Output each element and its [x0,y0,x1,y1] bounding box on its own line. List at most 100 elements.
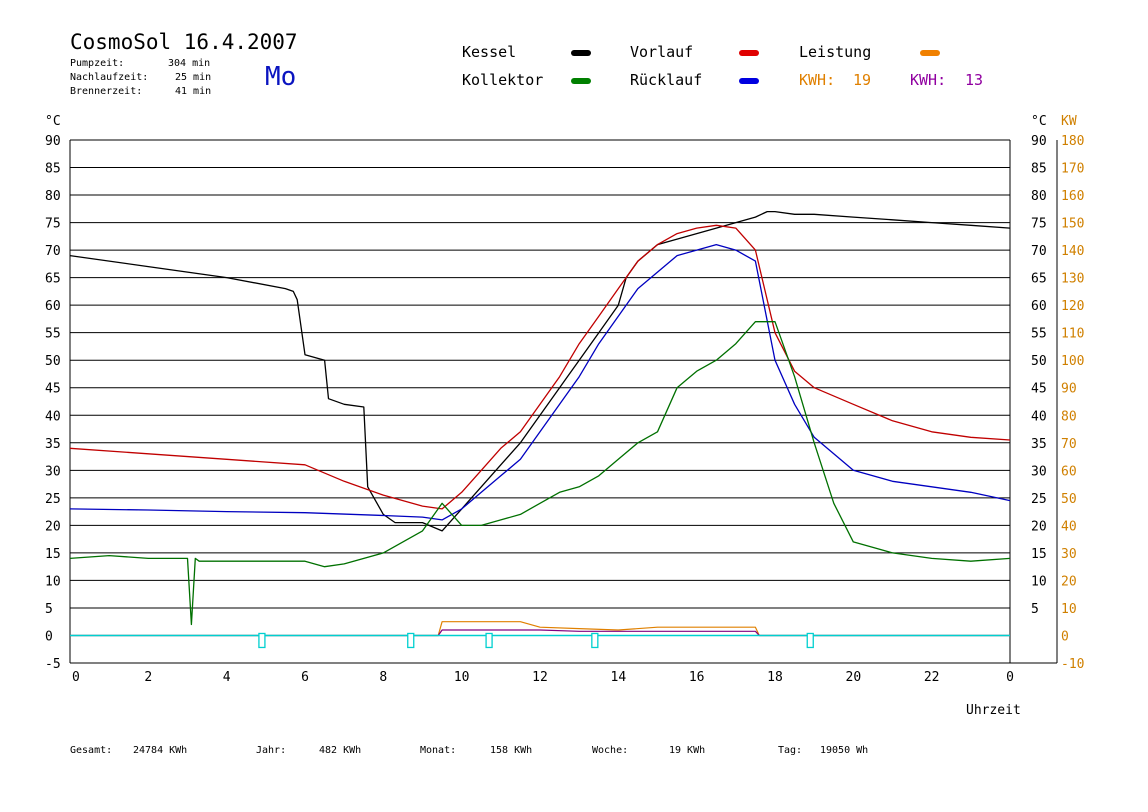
y-tick-label-left: 5 [45,602,53,617]
y-tick-label-kw: 80 [1061,409,1077,424]
y-tick-label-kw: 70 [1061,437,1077,452]
series-line-ruecklauf [69,243,1011,521]
series-line-kollektor [69,321,1011,626]
y-tick-label-left: 85 [45,162,61,177]
legend-label-kessel: Kessel [462,43,517,61]
x-tick-label: 0 [1006,670,1014,685]
series-line-kwh [70,629,1010,637]
x-tick-label: 4 [223,670,231,685]
x-tick-label: 2 [144,670,152,685]
y-tick-label-left: 75 [45,217,61,232]
x-tick-label: 12 [532,670,548,685]
x-tick-label: 14 [611,670,627,685]
y-tick-label-right: 25 [1031,492,1047,507]
stat-label-nachlaufzeit: Nachlaufzeit: [70,72,149,83]
y-tick-label-kw: 140 [1061,244,1084,259]
y-tick-label-kw: 170 [1061,162,1084,177]
footer-label-tag: Tag: [778,745,803,756]
y-tick-label-kw: -10 [1061,657,1084,672]
y-tick-label-left: 0 [45,629,53,644]
x-axis-label: Uhrzeit [966,703,1021,718]
series-line-vorlauf [69,224,1011,510]
y-tick-label-left: 40 [45,409,61,424]
x-tick-label: 16 [689,670,705,685]
chart-axes: -505101520253035404550556065707580859051… [45,134,1084,685]
legend-swatch-vorlauf [739,50,759,56]
footer-value-jahr: 482 KWh [319,745,362,756]
y-tick-label-left: 50 [45,354,61,369]
y-tick-label-right: 10 [1031,574,1047,589]
y-tick-label-left: 70 [45,244,61,259]
footer-label-jahr: Jahr: [256,745,287,756]
stat-value-nachlaufzeit: 25 min [175,72,212,83]
chart-title: CosmoSol 16.4.2007 [70,30,298,54]
y-tick-label-kw: 30 [1061,547,1077,562]
series-line-leistung [70,621,1010,637]
y-tick-label-left: 15 [45,547,61,562]
y-axis-label-right: °C [1031,114,1047,129]
legend-kwh-value-2: 13 [965,71,984,89]
y-tick-label-left: 65 [45,272,61,287]
legend-kwh-value-1: 19 [853,71,872,89]
y-tick-label-kw: 60 [1061,464,1077,479]
y-tick-label-kw: 160 [1061,189,1084,204]
legend-label-vorlauf: Vorlauf [630,43,694,61]
y-tick-label-right: 85 [1031,162,1047,177]
y-tick-label-left: 35 [45,437,61,452]
pump-pulse-marker [591,632,599,649]
footer-label-woche: Woche: [592,745,629,756]
y-tick-label-right: 20 [1031,519,1047,534]
legend-swatch-ruecklauf [739,78,759,84]
y-tick-label-left: 25 [45,492,61,507]
stat-label-brennerzeit: Brennerzeit: [70,86,143,97]
x-tick-label: 10 [454,670,470,685]
y-tick-label-right: 80 [1031,189,1047,204]
y-tick-label-right: 35 [1031,437,1047,452]
y-tick-label-left: 55 [45,327,61,342]
y-tick-label-right: 15 [1031,547,1047,562]
legend-label-kollektor: Kollektor [462,71,544,89]
y-tick-label-right: 50 [1031,354,1047,369]
footer-value-tag: 19050 Wh [820,745,869,756]
y-tick-label-left: -5 [45,657,61,672]
y-tick-label-right: 90 [1031,134,1047,149]
legend-swatch-leistung [920,50,940,56]
legend-label-ruecklauf: Rücklauf [630,71,703,89]
weekday-label: Mo [265,62,297,92]
y-tick-label-kw: 40 [1061,519,1077,534]
y-tick-label-left: 60 [45,299,61,314]
footer-label-monat: Monat: [420,745,457,756]
y-axis-label-left: °C [45,114,61,129]
legend-kwh-label-1: KWH: [799,71,836,89]
legend-kwh-label-2: KWH: [910,71,947,89]
y-tick-label-right: 75 [1031,217,1047,232]
y-tick-label-right: 65 [1031,272,1047,287]
stat-label-pumpzeit: Pumpzeit: [70,58,125,69]
y-tick-label-kw: 110 [1061,327,1084,342]
y-axis-label-kw: KW [1061,114,1077,129]
x-tick-label: 18 [767,670,783,685]
y-tick-label-kw: 180 [1061,134,1084,149]
y-tick-label-kw: 130 [1061,272,1084,287]
series-line-kessel [69,210,1011,532]
y-tick-label-right: 30 [1031,464,1047,479]
y-tick-label-right: 60 [1031,299,1047,314]
x-tick-label: 22 [924,670,940,685]
y-tick-label-kw: 0 [1061,629,1069,644]
y-tick-label-left: 90 [45,134,61,149]
legend-label-leistung: Leistung [799,43,872,61]
pump-pulse-marker [806,632,814,649]
x-tick-label: 20 [846,670,862,685]
x-tick-label: 6 [301,670,309,685]
y-tick-label-left: 10 [45,574,61,589]
y-tick-label-kw: 50 [1061,492,1077,507]
y-tick-label-kw: 100 [1061,354,1084,369]
y-tick-label-right: 40 [1031,409,1047,424]
footer-value-woche: 19 KWh [669,745,706,756]
y-tick-label-kw: 150 [1061,217,1084,232]
pump-pulse-marker [485,632,493,649]
legend-swatch-kollektor [571,78,591,84]
x-tick-label: 0 [72,670,80,685]
y-tick-label-kw: 90 [1061,382,1077,397]
y-tick-label-left: 80 [45,189,61,204]
